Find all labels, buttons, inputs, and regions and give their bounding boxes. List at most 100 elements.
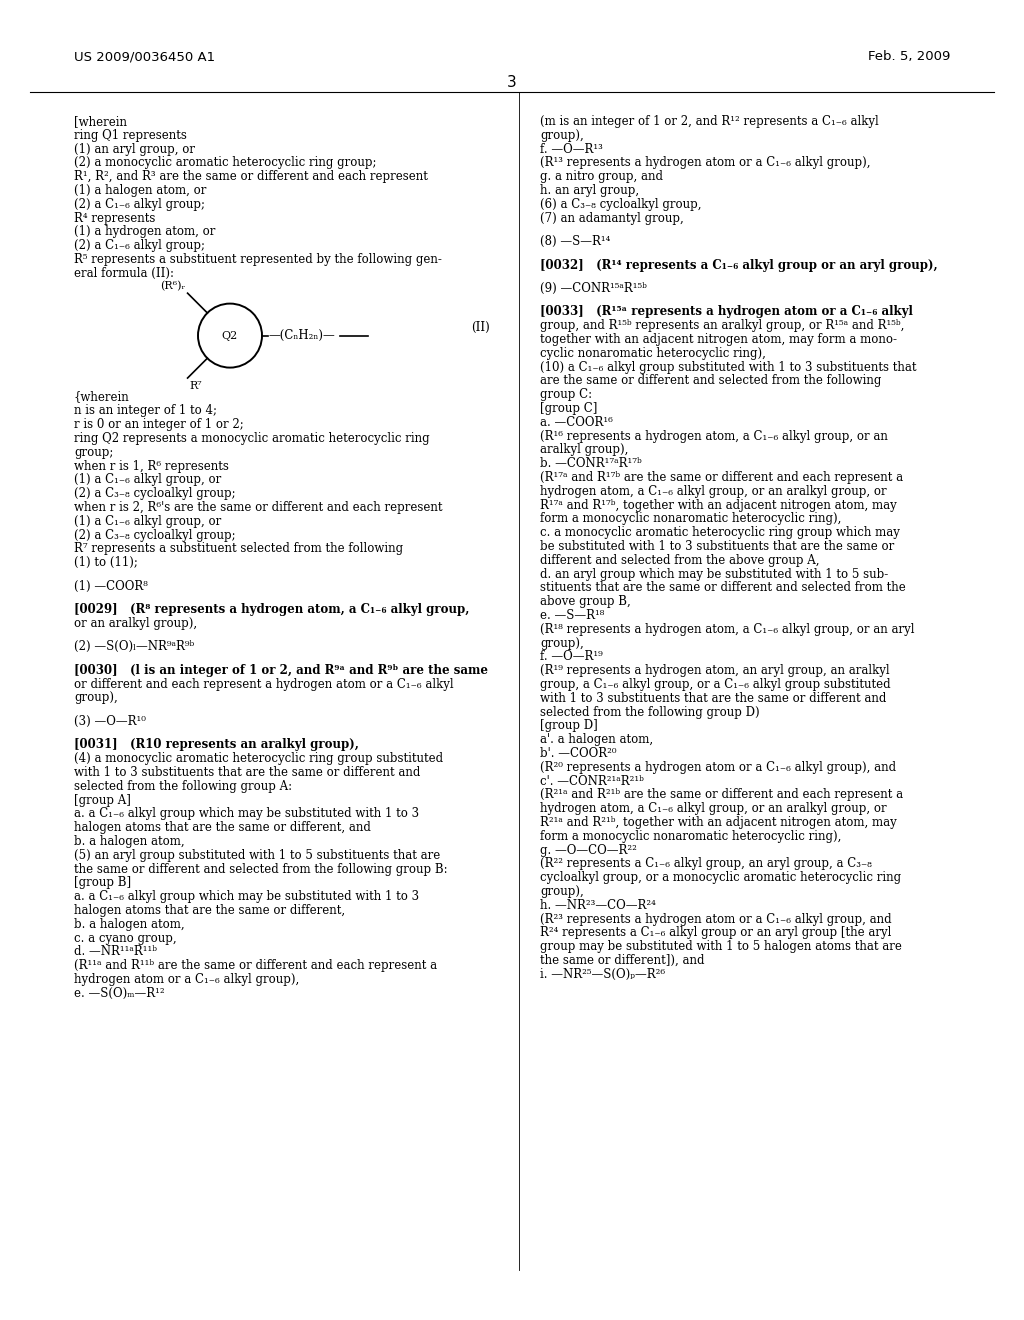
Text: f. —O—R¹³: f. —O—R¹³ (540, 143, 603, 156)
Text: [0033]   (R¹⁵ᵃ represents a hydrogen atom or a C₁₋₆ alkyl: [0033] (R¹⁵ᵃ represents a hydrogen atom … (540, 305, 912, 318)
Text: n is an integer of 1 to 4;: n is an integer of 1 to 4; (74, 404, 217, 417)
Text: above group B,: above group B, (540, 595, 631, 609)
Text: (8) —S—R¹⁴: (8) —S—R¹⁴ (540, 235, 610, 248)
Text: halogen atoms that are the same or different, and: halogen atoms that are the same or diffe… (74, 821, 371, 834)
Text: be substituted with 1 to 3 substituents that are the same or: be substituted with 1 to 3 substituents … (540, 540, 894, 553)
Text: ring Q1 represents: ring Q1 represents (74, 129, 186, 141)
Text: [0031]   (R10 represents an aralkyl group),: [0031] (R10 represents an aralkyl group)… (74, 738, 358, 751)
Text: h. an aryl group,: h. an aryl group, (540, 183, 639, 197)
Text: [wherein: [wherein (74, 115, 127, 128)
Text: halogen atoms that are the same or different,: halogen atoms that are the same or diffe… (74, 904, 345, 917)
Text: [group C]: [group C] (540, 403, 597, 414)
Text: R¹, R², and R³ are the same or different and each represent: R¹, R², and R³ are the same or different… (74, 170, 428, 183)
Text: (1) a halogen atom, or: (1) a halogen atom, or (74, 183, 207, 197)
Text: (R²³ represents a hydrogen atom or a C₁₋₆ alkyl group, and: (R²³ represents a hydrogen atom or a C₁₋… (540, 912, 892, 925)
Text: group),: group), (540, 129, 584, 141)
Text: (1) a hydrogen atom, or: (1) a hydrogen atom, or (74, 226, 215, 239)
Text: b. a halogen atom,: b. a halogen atom, (74, 917, 184, 931)
Text: (2) a C₃₋₈ cycloalkyl group;: (2) a C₃₋₈ cycloalkyl group; (74, 487, 236, 500)
Text: R⁷: R⁷ (189, 381, 202, 391)
Text: (9) —CONR¹⁵ᵃR¹⁵ᵇ: (9) —CONR¹⁵ᵃR¹⁵ᵇ (540, 282, 647, 294)
Text: (2) a C₁₋₆ alkyl group;: (2) a C₁₋₆ alkyl group; (74, 198, 205, 211)
Text: group),: group), (540, 884, 584, 898)
Text: (1) a C₁₋₆ alkyl group, or: (1) a C₁₋₆ alkyl group, or (74, 474, 221, 486)
Text: f. —O—R¹⁹: f. —O—R¹⁹ (540, 651, 603, 664)
Text: (R¹³ represents a hydrogen atom or a C₁₋₆ alkyl group),: (R¹³ represents a hydrogen atom or a C₁₋… (540, 156, 870, 169)
Text: b. a halogen atom,: b. a halogen atom, (74, 836, 184, 847)
Text: (3) —O—R¹⁰: (3) —O—R¹⁰ (74, 715, 145, 727)
Text: when r is 1, R⁶ represents: when r is 1, R⁶ represents (74, 459, 229, 473)
Text: d. —NR¹¹ᵃR¹¹ᵇ: d. —NR¹¹ᵃR¹¹ᵇ (74, 945, 157, 958)
Text: group),: group), (74, 692, 118, 705)
Text: group may be substituted with 1 to 5 halogen atoms that are: group may be substituted with 1 to 5 hal… (540, 940, 902, 953)
Text: R⁷ represents a substituent selected from the following: R⁷ represents a substituent selected fro… (74, 543, 403, 556)
Text: (R¹⁷ᵃ and R¹⁷ᵇ are the same or different and each represent a: (R¹⁷ᵃ and R¹⁷ᵇ are the same or different… (540, 471, 903, 484)
Text: {wherein: {wherein (74, 391, 130, 404)
Text: R²⁴ represents a C₁₋₆ alkyl group or an aryl group [the aryl: R²⁴ represents a C₁₋₆ alkyl group or an … (540, 927, 891, 940)
Text: (R²⁰ represents a hydrogen atom or a C₁₋₆ alkyl group), and: (R²⁰ represents a hydrogen atom or a C₁₋… (540, 760, 896, 774)
Text: (R⁶)ᵣ: (R⁶)ᵣ (160, 281, 185, 292)
Text: (R¹⁶ represents a hydrogen atom, a C₁₋₆ alkyl group, or an: (R¹⁶ represents a hydrogen atom, a C₁₋₆ … (540, 429, 888, 442)
Text: (R²¹ᵃ and R²¹ᵇ are the same or different and each represent a: (R²¹ᵃ and R²¹ᵇ are the same or different… (540, 788, 903, 801)
Text: (1) to (11);: (1) to (11); (74, 556, 138, 569)
Text: [0032]   (R¹⁴ represents a C₁₋₆ alkyl group or an aryl group),: [0032] (R¹⁴ represents a C₁₋₆ alkyl grou… (540, 259, 938, 272)
Text: e. —S(O)ₘ—R¹²: e. —S(O)ₘ—R¹² (74, 987, 165, 999)
Text: ring Q2 represents a monocyclic aromatic heterocyclic ring: ring Q2 represents a monocyclic aromatic… (74, 432, 430, 445)
Text: a'. a halogen atom,: a'. a halogen atom, (540, 733, 653, 746)
Text: (R¹⁸ represents a hydrogen atom, a C₁₋₆ alkyl group, or an aryl: (R¹⁸ represents a hydrogen atom, a C₁₋₆ … (540, 623, 914, 636)
Text: US 2009/0036450 A1: US 2009/0036450 A1 (74, 50, 215, 63)
Text: or an aralkyl group),: or an aralkyl group), (74, 616, 198, 630)
Text: when r is 2, R⁶'s are the same or different and each represent: when r is 2, R⁶'s are the same or differ… (74, 502, 442, 513)
Text: a. a C₁₋₆ alkyl group which may be substituted with 1 to 3: a. a C₁₋₆ alkyl group which may be subst… (74, 890, 419, 903)
Text: c. a cyano group,: c. a cyano group, (74, 932, 176, 945)
Text: selected from the following group A:: selected from the following group A: (74, 780, 292, 793)
Text: (II): (II) (471, 321, 490, 334)
Text: cyclic nonaromatic heterocyclic ring),: cyclic nonaromatic heterocyclic ring), (540, 347, 766, 360)
Text: the same or different]), and: the same or different]), and (540, 954, 705, 968)
Text: aralkyl group),: aralkyl group), (540, 444, 629, 457)
Text: b'. —COOR²⁰: b'. —COOR²⁰ (540, 747, 616, 760)
Text: hydrogen atom or a C₁₋₆ alkyl group),: hydrogen atom or a C₁₋₆ alkyl group), (74, 973, 299, 986)
Text: different and selected from the above group A,: different and selected from the above gr… (540, 554, 819, 566)
Text: r is 0 or an integer of 1 or 2;: r is 0 or an integer of 1 or 2; (74, 418, 244, 432)
Text: a. —COOR¹⁶: a. —COOR¹⁶ (540, 416, 613, 429)
Text: eral formula (II):: eral formula (II): (74, 267, 174, 280)
Text: (R¹⁹ represents a hydrogen atom, an aryl group, an aralkyl: (R¹⁹ represents a hydrogen atom, an aryl… (540, 664, 890, 677)
Text: or different and each represent a hydrogen atom or a C₁₋₆ alkyl: or different and each represent a hydrog… (74, 677, 454, 690)
Text: are the same or different and selected from the following: are the same or different and selected f… (540, 375, 882, 388)
Text: (1) an aryl group, or: (1) an aryl group, or (74, 143, 195, 156)
Text: group;: group; (74, 446, 114, 459)
Text: b. —CONR¹⁷ᵃR¹⁷ᵇ: b. —CONR¹⁷ᵃR¹⁷ᵇ (540, 457, 642, 470)
Text: (5) an aryl group substituted with 1 to 5 substituents that are: (5) an aryl group substituted with 1 to … (74, 849, 440, 862)
Text: stituents that are the same or different and selected from the: stituents that are the same or different… (540, 581, 906, 594)
Text: d. an aryl group which may be substituted with 1 to 5 sub-: d. an aryl group which may be substitute… (540, 568, 888, 581)
Text: the same or different and selected from the following group B:: the same or different and selected from … (74, 862, 447, 875)
Text: (R²² represents a C₁₋₆ alkyl group, an aryl group, a C₃₋₈: (R²² represents a C₁₋₆ alkyl group, an a… (540, 858, 871, 870)
Text: R⁵ represents a substituent represented by the following gen-: R⁵ represents a substituent represented … (74, 253, 442, 267)
Text: h. —NR²³—CO—R²⁴: h. —NR²³—CO—R²⁴ (540, 899, 656, 912)
Text: (2) a monocyclic aromatic heterocyclic ring group;: (2) a monocyclic aromatic heterocyclic r… (74, 156, 377, 169)
Text: R²¹ᵃ and R²¹ᵇ, together with an adjacent nitrogen atom, may: R²¹ᵃ and R²¹ᵇ, together with an adjacent… (540, 816, 897, 829)
Text: [0029]   (R⁸ represents a hydrogen atom, a C₁₋₆ alkyl group,: [0029] (R⁸ represents a hydrogen atom, a… (74, 603, 469, 616)
Text: selected from the following group D): selected from the following group D) (540, 706, 760, 718)
Text: (2) a C₁₋₆ alkyl group;: (2) a C₁₋₆ alkyl group; (74, 239, 205, 252)
Text: group, and R¹⁵ᵇ represents an aralkyl group, or R¹⁵ᵃ and R¹⁵ᵇ,: group, and R¹⁵ᵇ represents an aralkyl gr… (540, 319, 904, 333)
Text: g. —O—CO—R²²: g. —O—CO—R²² (540, 843, 637, 857)
Text: Q2: Q2 (222, 330, 239, 341)
Text: c'. —CONR²¹ᵃR²¹ᵇ: c'. —CONR²¹ᵃR²¹ᵇ (540, 775, 644, 788)
Text: cycloalkyl group, or a monocyclic aromatic heterocyclic ring: cycloalkyl group, or a monocyclic aromat… (540, 871, 901, 884)
Text: i. —NR²⁵—S(O)ₚ—R²⁶: i. —NR²⁵—S(O)ₚ—R²⁶ (540, 968, 666, 981)
Text: a. a C₁₋₆ alkyl group which may be substituted with 1 to 3: a. a C₁₋₆ alkyl group which may be subst… (74, 808, 419, 820)
Text: (m is an integer of 1 or 2, and R¹² represents a C₁₋₆ alkyl: (m is an integer of 1 or 2, and R¹² repr… (540, 115, 879, 128)
Text: (4) a monocyclic aromatic heterocyclic ring group substituted: (4) a monocyclic aromatic heterocyclic r… (74, 752, 443, 766)
Text: [group B]: [group B] (74, 876, 131, 890)
Text: together with an adjacent nitrogen atom, may form a mono-: together with an adjacent nitrogen atom,… (540, 333, 897, 346)
Text: [group A]: [group A] (74, 793, 131, 807)
Text: (2) —S(O)ₗ—NR⁹ᵃR⁹ᵇ: (2) —S(O)ₗ—NR⁹ᵃR⁹ᵇ (74, 640, 195, 653)
Text: group, a C₁₋₆ alkyl group, or a C₁₋₆ alkyl group substituted: group, a C₁₋₆ alkyl group, or a C₁₋₆ alk… (540, 678, 891, 692)
Text: —(CₙH₂ₙ)—: —(CₙH₂ₙ)— (268, 329, 335, 342)
Text: (6) a C₃₋₈ cycloalkyl group,: (6) a C₃₋₈ cycloalkyl group, (540, 198, 701, 211)
Text: (R¹¹ᵃ and R¹¹ᵇ are the same or different and each represent a: (R¹¹ᵃ and R¹¹ᵇ are the same or different… (74, 960, 437, 972)
Text: form a monocyclic nonaromatic heterocyclic ring),: form a monocyclic nonaromatic heterocycl… (540, 830, 842, 843)
Text: e. —S—R¹⁸: e. —S—R¹⁸ (540, 609, 604, 622)
